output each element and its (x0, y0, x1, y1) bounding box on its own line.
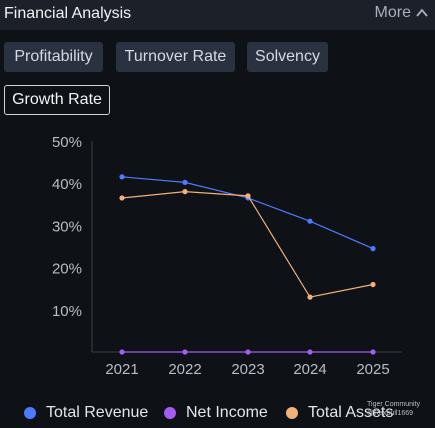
x-tick-label: 2022 (168, 361, 201, 378)
total-revenue-point (307, 218, 313, 224)
net-income-point (370, 349, 376, 355)
legend-item-total-assets[interactable]: Total Assets (286, 404, 393, 422)
y-tick-label: 50% (52, 134, 82, 151)
growth-rate-chart: 50% 40% 30% 20% 10% 2021 2022 2023 2024 2025 (52, 134, 402, 378)
tab-growth-rate[interactable]: Growth Rate (4, 85, 110, 115)
legend-label: Total Assets (308, 404, 394, 421)
x-tick-label: 2025 (356, 361, 389, 378)
legend-dot-icon (24, 407, 36, 419)
tab-solvency[interactable]: Solvency (247, 42, 328, 72)
chart-legend: Total Revenue Net Income Total Assets (0, 400, 435, 428)
watermark: Tiger Community @Raxbull1669 (367, 400, 427, 424)
total-assets-point (182, 189, 188, 195)
net-income-point (182, 349, 188, 355)
y-tick-label: 40% (52, 176, 82, 193)
total-revenue-point (119, 174, 125, 180)
chevron-up-icon (416, 8, 428, 17)
y-tick-label: 10% (52, 303, 82, 320)
legend-dot-icon (164, 407, 176, 419)
legend-label: Net Income (186, 404, 268, 421)
legend-dot-icon (286, 407, 298, 419)
more-label: More (374, 4, 411, 21)
tab-profitability[interactable]: Profitability (4, 42, 103, 72)
total-revenue-point (370, 246, 376, 252)
legend-item-net-income[interactable]: Net Income (164, 404, 268, 422)
legend-item-total-revenue[interactable]: Total Revenue (24, 404, 148, 422)
y-tick-label: 20% (52, 261, 82, 278)
y-tick-label: 30% (52, 218, 82, 235)
more-button[interactable]: More (375, 4, 429, 22)
total-revenue-point (182, 179, 188, 185)
watermark-line-2: @Raxbull1669 (367, 410, 414, 417)
section-title: Financial Analysis (4, 5, 132, 22)
section-header: Financial Analysis More (0, 0, 435, 30)
net-income-point (307, 349, 313, 355)
x-tick-label: 2021 (105, 361, 138, 378)
x-tick-label: 2024 (293, 361, 326, 378)
net-income-point (119, 349, 125, 355)
watermark-line-1: Tiger Community (367, 401, 421, 408)
tab-turnover-rate[interactable]: Turnover Rate (116, 42, 235, 72)
net-income-point (245, 349, 251, 355)
total-revenue-line (121, 176, 374, 250)
total-assets-point (245, 193, 251, 199)
total-assets-line (121, 191, 374, 298)
total-assets-point (307, 294, 313, 300)
total-assets-point (119, 195, 125, 201)
total-assets-point (370, 281, 376, 288)
x-tick-label: 2023 (231, 361, 264, 378)
legend-label: Total Revenue (46, 404, 149, 421)
